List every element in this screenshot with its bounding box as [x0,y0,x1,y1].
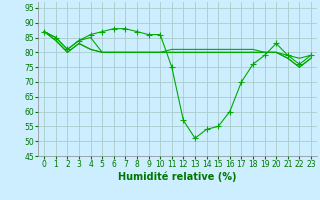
X-axis label: Humidité relative (%): Humidité relative (%) [118,172,237,182]
